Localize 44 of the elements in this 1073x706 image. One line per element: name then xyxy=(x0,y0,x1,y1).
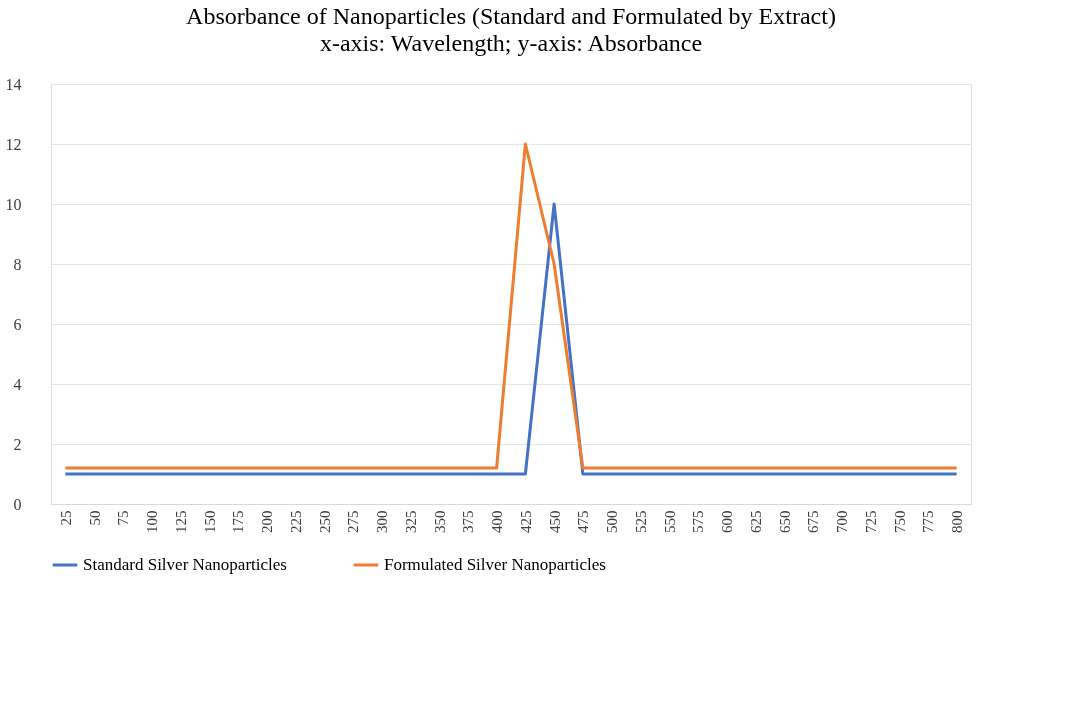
x-tick-label: 475 xyxy=(575,510,592,533)
y-tick-label: 2 xyxy=(13,435,22,453)
y-tick-label: 10 xyxy=(5,195,22,213)
chart-title: Absorbance of Nanoparticles (Standard and Formulated by Extract) xyxy=(186,3,836,29)
x-tick-label: 350 xyxy=(431,510,448,533)
x-tick-label: 300 xyxy=(374,510,391,533)
x-tick-label: 225 xyxy=(287,510,304,533)
x-tick-label: 800 xyxy=(949,510,966,533)
x-tick-label: 700 xyxy=(834,510,851,533)
x-tick-label: 625 xyxy=(747,510,764,533)
x-tick-label: 75 xyxy=(115,510,132,526)
y-tick-label: 8 xyxy=(13,255,22,273)
x-tick-label: 400 xyxy=(489,510,506,533)
y-tick-label: 14 xyxy=(5,75,22,93)
x-tick-label: 675 xyxy=(805,510,822,533)
x-tick-label: 125 xyxy=(172,510,189,533)
x-tick-label: 600 xyxy=(719,510,736,533)
x-tick-label: 375 xyxy=(460,510,477,533)
y-tick-label: 4 xyxy=(13,375,22,393)
x-tick-label: 150 xyxy=(201,510,218,533)
y-tick-label: 0 xyxy=(13,495,22,513)
x-tick-label: 425 xyxy=(517,510,534,533)
x-tick-label: 200 xyxy=(259,510,276,533)
x-tick-label: 25 xyxy=(57,510,74,526)
x-tick-label: 450 xyxy=(546,510,563,533)
legend-label: Standard Silver Nanoparticles xyxy=(83,555,287,574)
y-tick-label: 6 xyxy=(13,315,22,333)
x-tick-label: 175 xyxy=(230,510,247,533)
x-tick-label: 575 xyxy=(690,510,707,533)
x-tick-label: 775 xyxy=(920,510,937,533)
x-tick-label: 50 xyxy=(86,510,103,526)
x-tick-label: 725 xyxy=(862,510,879,533)
x-tick-label: 275 xyxy=(345,510,362,533)
x-tick-label: 525 xyxy=(632,510,649,533)
x-tick-label: 750 xyxy=(891,510,908,533)
x-tick-label: 550 xyxy=(661,510,678,533)
legend-label: Formulated Silver Nanoparticles xyxy=(384,555,606,574)
x-tick-label: 500 xyxy=(604,510,621,533)
x-tick-label: 325 xyxy=(402,510,419,533)
x-tick-label: 650 xyxy=(776,510,793,533)
x-tick-label: 250 xyxy=(316,510,333,533)
y-tick-label: 12 xyxy=(5,135,22,153)
chart-subtitle: x-axis: Wavelength; y-axis: Absorbance xyxy=(319,30,703,56)
x-tick-label: 100 xyxy=(144,510,161,533)
